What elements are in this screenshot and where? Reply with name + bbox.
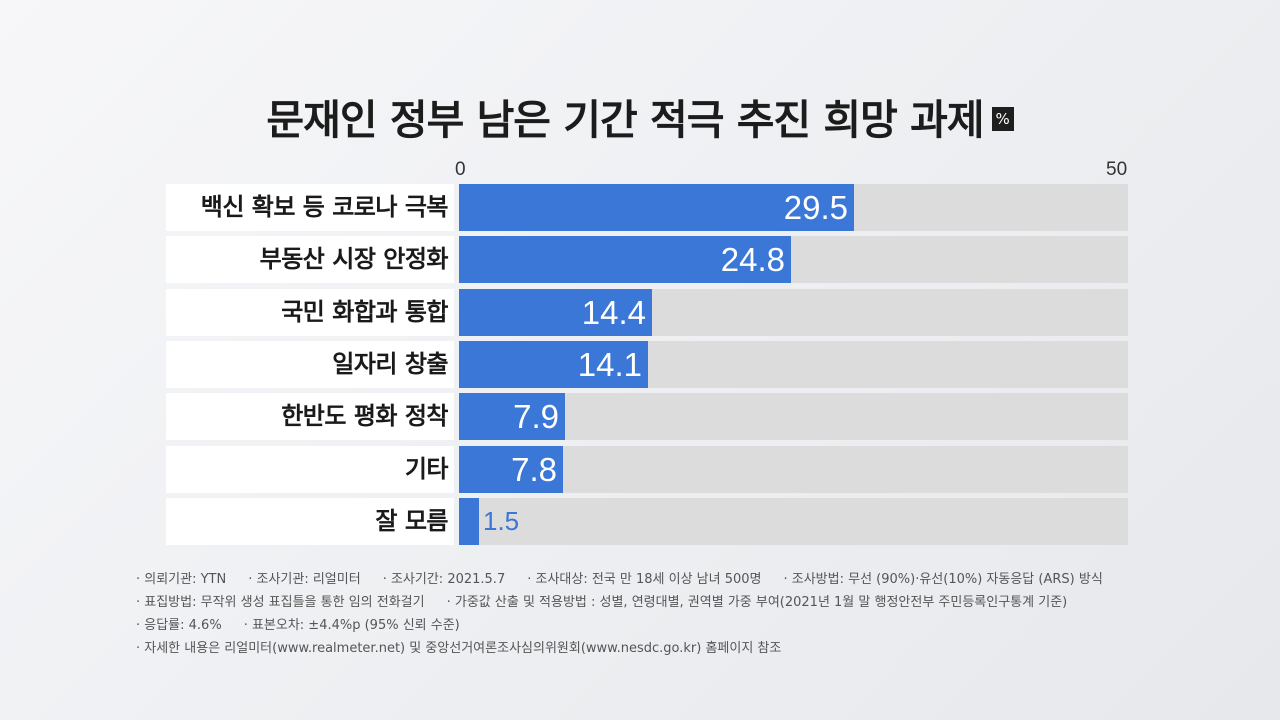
- bar-track: [459, 446, 1128, 493]
- bar: [459, 393, 565, 440]
- bar: [459, 236, 791, 283]
- note-line: · 의뢰기관: YTN · 조사기관: 리얼미터 · 조사기간: 2021.5.7 ·…: [136, 568, 1146, 591]
- note-item: · 자세한 내용은 리얼미터(www.realmeter.net) 및 중앙선거…: [136, 641, 782, 656]
- bar: [459, 446, 563, 493]
- data-label: 29.5: [783, 189, 848, 226]
- note-item: · 조사기간: 2021.5.7: [382, 572, 506, 587]
- survey-notes: · 의뢰기관: YTN · 조사기관: 리얼미터 · 조사기간: 2021.5.7 ·…: [136, 568, 1146, 660]
- data-label: 7.8: [511, 451, 557, 488]
- category-label: 기타: [166, 446, 454, 493]
- note-item: · 조사기관: 리얼미터: [248, 572, 361, 587]
- bar-track: [459, 393, 1128, 440]
- data-label: 14.4: [581, 294, 646, 331]
- note-item: · 조사대상: 전국 만 18세 이상 남녀 500명: [527, 572, 762, 587]
- bar: [459, 184, 854, 231]
- note-item: · 응답률: 4.6%: [136, 618, 222, 633]
- category-label: 한반도 평화 정착: [166, 393, 454, 440]
- bar: [459, 341, 648, 388]
- data-label: 24.8: [720, 241, 785, 278]
- data-label: 1.5: [483, 506, 520, 536]
- note-line: · 자세한 내용은 리얼미터(www.realmeter.net) 및 중앙선거…: [136, 637, 1146, 660]
- note-item: · 표본오차: ±4.4%p (95% 신뢰 수준): [243, 618, 460, 633]
- category-label: 부동산 시장 안정화: [166, 236, 454, 283]
- chart-title: 문재인 정부 남은 기간 적극 추진 희망 과제: [266, 96, 984, 144]
- chart-title-area: 문재인 정부 남은 기간 적극 추진 희망 과제%: [0, 86, 1280, 146]
- bar: [459, 289, 652, 336]
- note-item: · 가중값 산출 및 적용방법 : 성별, 연령대별, 권역별 가중 부여(20…: [446, 595, 1068, 610]
- data-label: 14.1: [577, 346, 642, 383]
- category-label: 백신 확보 등 코로나 극복: [166, 184, 454, 231]
- category-label: 일자리 창출: [166, 341, 454, 388]
- note-item: · 표집방법: 무작위 생성 표집틀을 통한 임의 전화걸기: [136, 595, 425, 610]
- note-line: · 응답률: 4.6% · 표본오차: ±4.4%p (95% 신뢰 수준): [136, 614, 1146, 637]
- data-label: 7.9: [513, 398, 559, 435]
- x-tick-label-min: 0: [455, 159, 466, 180]
- bar-track: [459, 498, 1128, 545]
- bar: [459, 498, 479, 545]
- category-label: 잘 모름: [166, 498, 454, 545]
- note-item: · 조사방법: 무선 (90%)·유선(10%) 자동응답 (ARS) 방식: [783, 572, 1103, 587]
- category-label: 국민 화합과 통합: [166, 289, 454, 336]
- note-item: · 의뢰기관: YTN: [136, 572, 227, 587]
- note-line: · 표집방법: 무작위 생성 표집틀을 통한 임의 전화걸기 · 가중값 산출 및…: [136, 591, 1146, 614]
- unit-badge: %: [991, 107, 1014, 131]
- x-tick-label-max: 50: [1106, 159, 1128, 180]
